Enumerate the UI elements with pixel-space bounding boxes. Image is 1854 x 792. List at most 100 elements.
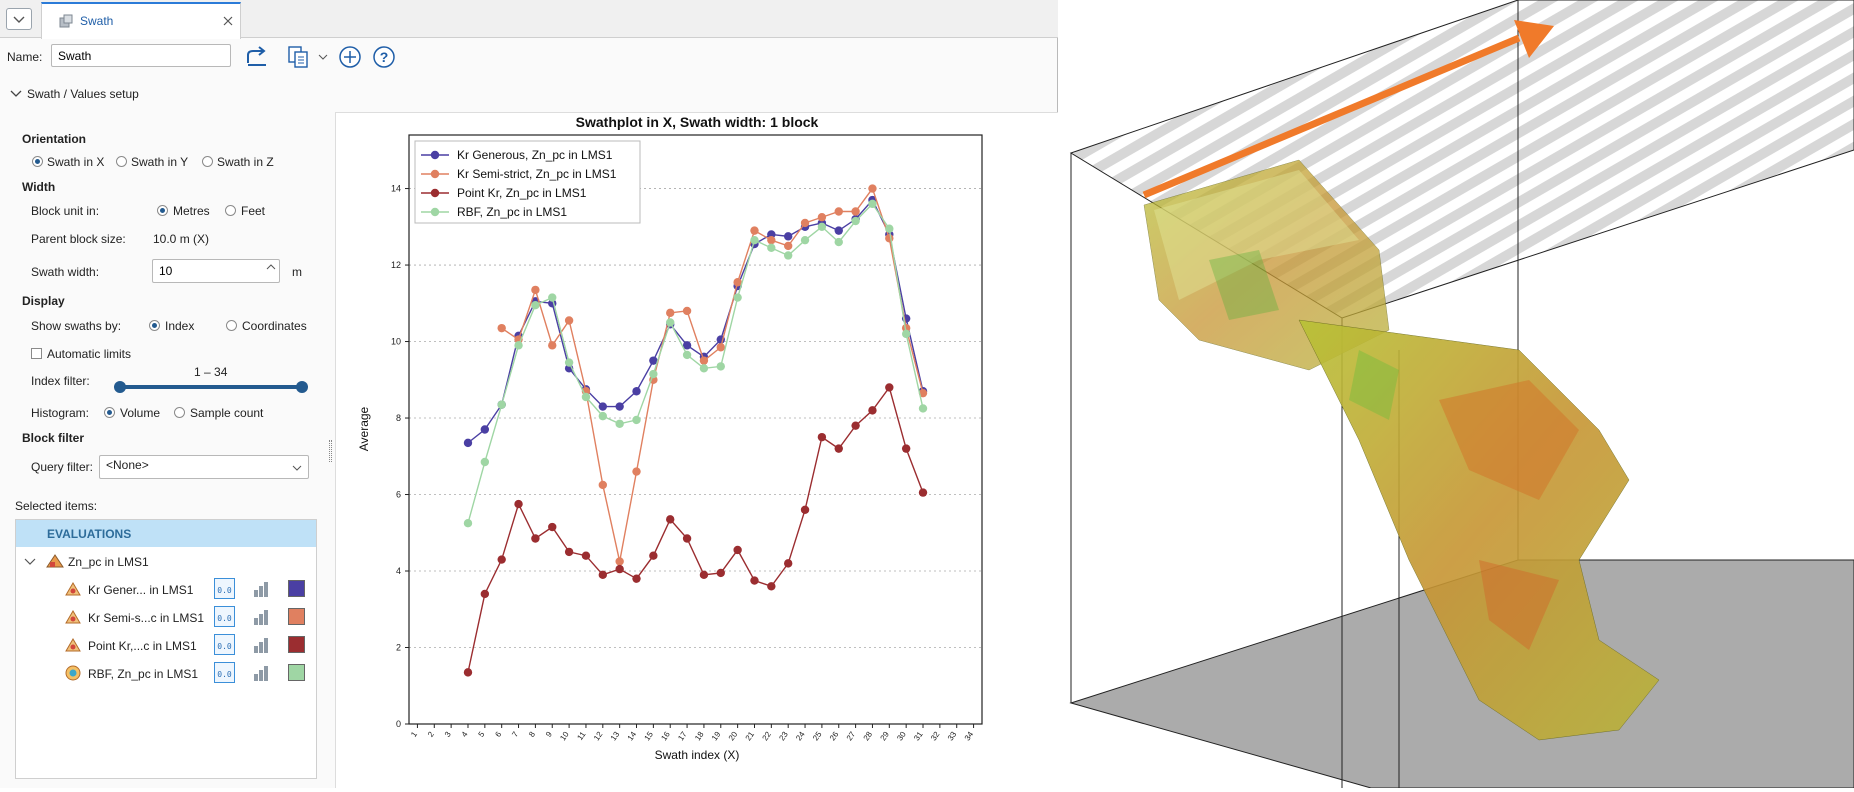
data-point <box>699 364 709 373</box>
chevron-down-icon[interactable] <box>318 52 328 62</box>
chevron-down-icon[interactable] <box>24 557 36 567</box>
data-point <box>699 570 709 580</box>
data-point <box>615 402 624 411</box>
evaluation-parent-label[interactable]: Zn_pc in LMS1 <box>68 555 149 569</box>
stepper-up-icon[interactable] <box>266 263 276 271</box>
radio-swath-x[interactable] <box>32 156 43 167</box>
data-point <box>817 213 827 222</box>
data-point <box>817 432 827 442</box>
x-tick-label: 12 <box>592 730 605 743</box>
x-tick-label: 33 <box>946 730 959 743</box>
add-icon[interactable] <box>338 45 362 69</box>
query-filter-select[interactable]: <None> <box>99 455 309 479</box>
histogram-icon[interactable] <box>252 607 272 627</box>
histogram-icon[interactable] <box>252 635 272 655</box>
rbf-icon <box>65 665 81 681</box>
series-color-swatch[interactable] <box>288 636 305 653</box>
tab-list-dropdown[interactable] <box>6 8 32 30</box>
data-point <box>682 350 692 360</box>
list-item[interactable]: Kr Semi-s...c in LMS1 0.0 <box>16 603 316 631</box>
chevron-down-icon[interactable] <box>10 89 22 99</box>
data-point <box>716 343 725 352</box>
data-point <box>548 341 557 350</box>
close-icon[interactable] <box>222 15 234 27</box>
data-point <box>497 555 506 564</box>
name-input[interactable] <box>51 44 231 67</box>
x-axis-label: Swath index (X) <box>655 748 740 762</box>
index-filter-range: 1 – 34 <box>194 365 228 379</box>
tab-swath[interactable]: Swath <box>41 2 241 39</box>
histogram-icon[interactable] <box>252 663 272 683</box>
legend-marker <box>430 169 440 179</box>
data-point <box>649 551 658 560</box>
index-filter-min-handle[interactable] <box>114 381 126 393</box>
series-color-swatch[interactable] <box>288 664 305 681</box>
data-point <box>868 406 877 415</box>
block-unit-label: Block unit in: <box>31 204 100 218</box>
tab-title: Swath <box>80 14 114 28</box>
legend-label: Kr Generous, Zn_pc in LMS1 <box>457 148 613 162</box>
radio-feet[interactable] <box>225 205 236 216</box>
chart-series <box>463 184 928 677</box>
series-color-swatch[interactable] <box>288 580 305 597</box>
data-point <box>598 570 608 580</box>
section-title[interactable]: Swath / Values setup <box>27 87 139 101</box>
x-tick-label: 2 <box>426 730 436 739</box>
data-point <box>918 488 928 497</box>
auto-limits-checkbox[interactable] <box>31 348 42 359</box>
statistics-icon[interactable]: 0.0 <box>214 634 235 655</box>
statistics-icon[interactable]: 0.0 <box>214 606 235 627</box>
data-point <box>615 557 624 566</box>
chart-title: Swathplot in X, Swath width: 1 block <box>576 114 819 130</box>
data-point <box>531 285 540 295</box>
data-point <box>834 444 843 453</box>
radio-sample-count[interactable] <box>174 407 185 418</box>
export-icon[interactable] <box>244 45 270 69</box>
index-filter-track[interactable] <box>120 385 302 389</box>
list-item[interactable]: Kr Gener... in LMS1 0.0 <box>16 575 316 603</box>
x-tick-label: 19 <box>710 730 723 743</box>
data-point <box>851 421 860 430</box>
radio-feet-label: Feet <box>241 204 266 218</box>
x-tick-label: 4 <box>460 730 470 739</box>
data-point <box>615 419 624 428</box>
data-point <box>682 341 692 350</box>
data-point <box>497 400 506 409</box>
series-color-swatch[interactable] <box>288 608 305 625</box>
radio-coordinates[interactable] <box>226 320 237 331</box>
radio-coordinates-label: Coordinates <box>242 319 307 333</box>
statistics-icon[interactable]: 0.0 <box>214 662 235 683</box>
data-point <box>632 467 641 476</box>
data-point <box>564 547 574 557</box>
data-point <box>716 362 725 371</box>
swath-direction-arrow <box>1142 20 1554 199</box>
radio-index[interactable] <box>149 320 160 331</box>
index-filter-label: Index filter: <box>31 374 90 388</box>
data-point <box>851 216 860 226</box>
radio-swath-y[interactable] <box>116 156 127 167</box>
copy-icon[interactable] <box>286 44 312 70</box>
radio-volume[interactable] <box>104 407 115 418</box>
data-point <box>581 392 591 402</box>
x-tick-label: 26 <box>828 730 841 743</box>
3d-scene-view[interactable] <box>1059 0 1854 788</box>
list-item[interactable]: Point Kr,...c in LMS1 0.0 <box>16 631 316 659</box>
data-point <box>868 199 877 209</box>
histogram-icon[interactable] <box>252 579 272 599</box>
y-tick-label: 12 <box>391 260 401 270</box>
data-point <box>800 218 810 228</box>
help-icon[interactable]: ? <box>372 45 396 69</box>
data-point <box>497 323 506 333</box>
radio-metres[interactable] <box>157 205 168 216</box>
list-item[interactable]: RBF, Zn_pc in LMS1 0.0 <box>16 659 316 687</box>
data-point <box>834 237 843 247</box>
data-point <box>480 457 490 467</box>
statistics-icon[interactable]: 0.0 <box>214 578 235 599</box>
data-point <box>699 356 709 365</box>
data-point <box>783 559 793 568</box>
radio-swath-z[interactable] <box>202 156 213 167</box>
swath-width-input[interactable] <box>152 259 280 283</box>
splitter-handle[interactable] <box>329 440 332 462</box>
index-filter-max-handle[interactable] <box>296 381 308 393</box>
